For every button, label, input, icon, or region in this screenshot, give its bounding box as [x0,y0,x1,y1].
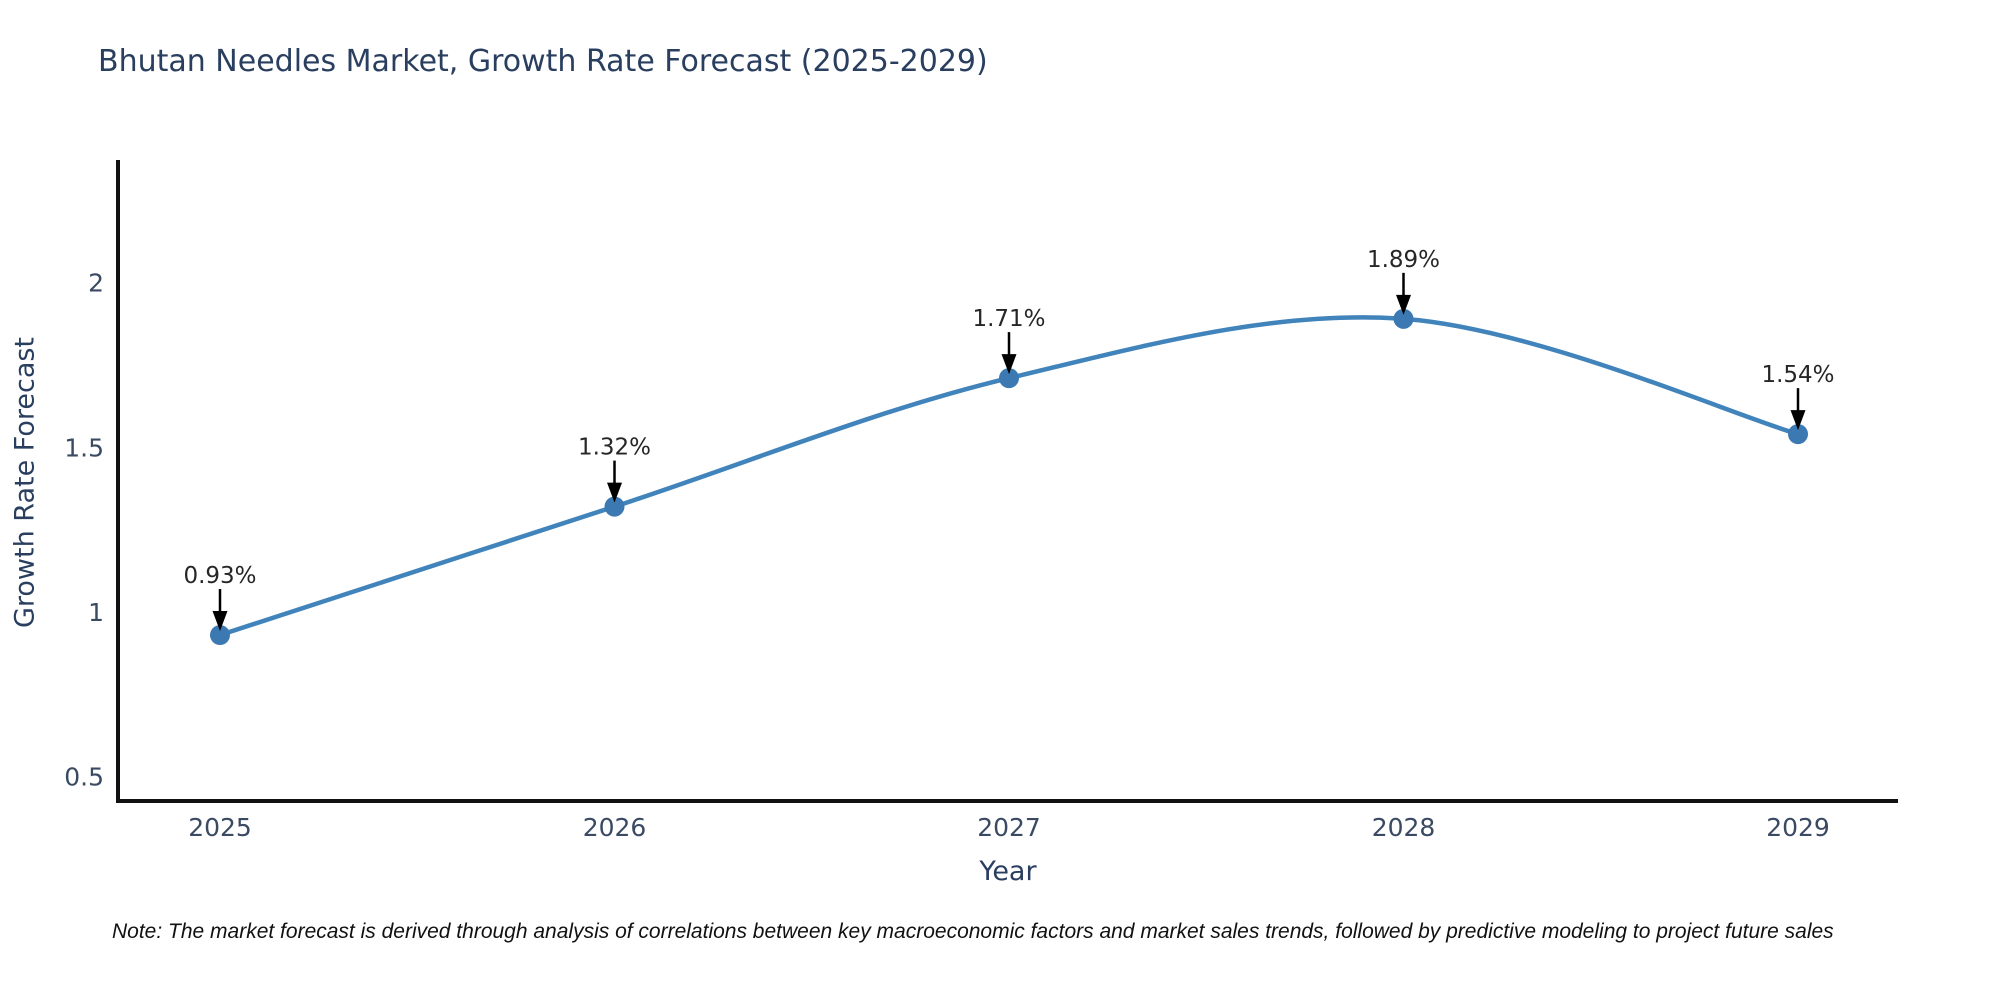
data-point-marker [604,496,625,517]
data-point-label: 1.71% [972,306,1045,332]
footnote: Note: The market forecast is derived thr… [112,920,1834,943]
x-tick-label: 2029 [1766,813,1830,842]
data-point-label: 1.32% [578,435,651,461]
x-tick-label: 2027 [977,813,1041,842]
data-point-marker [210,625,230,646]
x-axis-title: Year [979,856,1037,887]
x-tick-label: 2025 [188,813,252,842]
annotation-arrowhead-icon [607,482,622,503]
y-tick-label: 0.5 [64,763,104,792]
data-point-label: 0.93% [183,563,256,589]
x-tick-label: 2026 [583,813,647,842]
data-point-label: 1.54% [1761,362,1834,388]
annotation-arrowhead-icon [1396,294,1411,315]
x-tick-label: 2028 [1372,813,1436,842]
annotation-arrowhead-icon [1001,354,1017,375]
data-point-marker [1393,308,1414,329]
y-tick-label: 1.5 [64,433,104,462]
data-point-marker [999,368,1019,389]
y-tick-label: 2 [88,269,104,298]
annotation-arrowhead-icon [1790,410,1806,431]
y-axis-title: Growth Rate Forecast [9,336,41,629]
data-point-marker [1788,424,1808,445]
data-point-label: 1.89% [1367,247,1440,273]
annotation-arrowhead-icon [212,611,228,632]
chart-title: Bhutan Needles Market, Growth Rate Forec… [98,44,988,79]
y-tick-label: 1 [88,598,104,627]
